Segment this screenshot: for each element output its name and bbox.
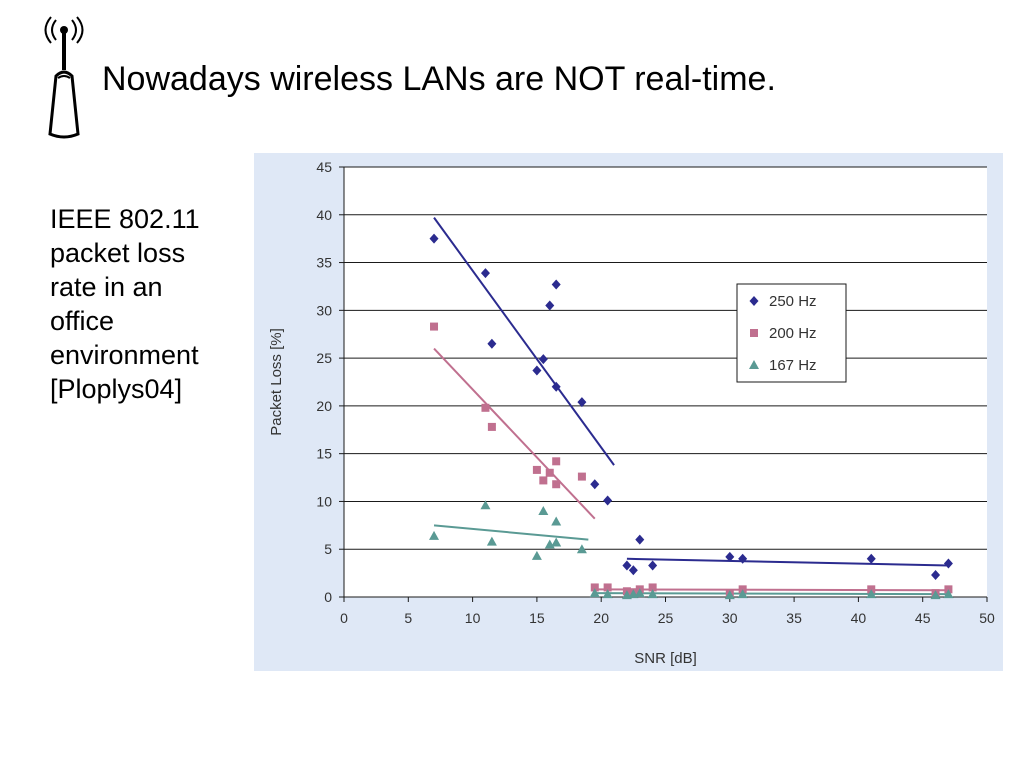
x-tick-label: 35: [786, 610, 802, 626]
x-tick-label: 20: [593, 610, 609, 626]
data-point: [480, 268, 490, 279]
data-point: [724, 590, 735, 600]
y-tick-label: 30: [316, 302, 332, 318]
data-point: [552, 457, 561, 466]
x-tick-label: 15: [529, 610, 545, 626]
data-point: [634, 588, 645, 598]
data-point: [931, 570, 941, 581]
data-point: [480, 500, 491, 510]
data-point: [602, 589, 613, 599]
chart-panel: 0 5 10 15 20 25 30 35 40 45 0 5 10 15 20 25 30 35 40 45 50 SN…: [254, 153, 1003, 671]
y-tick-label: 20: [316, 398, 332, 414]
trendline: [433, 524, 589, 541]
data-point: [551, 381, 561, 392]
data-point: [532, 465, 541, 474]
legend-marker: [750, 329, 758, 337]
data-point: [552, 480, 561, 489]
data-point: [866, 589, 877, 599]
data-point: [943, 558, 953, 569]
x-tick-label: 40: [851, 610, 867, 626]
data-point: [635, 534, 645, 545]
data-point: [487, 338, 497, 349]
data-point: [943, 589, 954, 599]
y-tick-label: 25: [316, 350, 332, 366]
data-point: [577, 472, 586, 481]
data-point: [589, 588, 600, 598]
x-tick-label: 30: [722, 610, 738, 626]
trendline: [433, 217, 615, 466]
packet-loss-chart: 0 5 10 15 20 25 30 35 40 45 0 5 10 15 20 25 30 35 40 45 50 SN…: [268, 159, 995, 667]
trendline: [626, 557, 949, 567]
x-tick-label: 45: [915, 610, 931, 626]
caption-line: rate in an: [50, 272, 163, 302]
data-point: [737, 589, 748, 599]
x-tick-label: 5: [404, 610, 412, 626]
y-tick-label: 35: [316, 255, 332, 271]
data-point: [532, 365, 542, 376]
data-point: [647, 589, 658, 599]
data-point: [590, 479, 600, 490]
data-point: [551, 279, 561, 290]
trendline: [594, 588, 949, 592]
data-point: [481, 403, 490, 412]
caption-line: environment: [50, 340, 199, 370]
data-point: [576, 544, 587, 554]
data-point: [628, 565, 638, 576]
data-point: [738, 553, 748, 564]
data-point: [538, 354, 548, 365]
data-point: [429, 530, 440, 540]
data-point: [648, 560, 658, 571]
caption-line: IEEE 802.11: [50, 204, 200, 234]
slide-title: Nowadays wireless LANs are NOT real-time…: [102, 60, 776, 98]
legend-marker: [749, 360, 759, 369]
data-point: [577, 397, 587, 408]
data-point: [430, 322, 439, 331]
x-axis-label: SNR [dB]: [634, 650, 697, 667]
data-point: [590, 583, 599, 592]
legend-marker: [749, 296, 759, 306]
data-point: [545, 300, 555, 311]
data-point: [551, 516, 562, 526]
data-point: [930, 590, 941, 600]
trendline: [433, 347, 596, 520]
y-tick-label: 5: [324, 541, 332, 557]
y-tick-label: 0: [324, 589, 332, 605]
data-point: [486, 536, 497, 546]
caption-line: office: [50, 306, 115, 336]
data-point: [487, 422, 496, 431]
x-tick-label: 50: [979, 610, 995, 626]
caption-line: [Ploplys04]: [50, 374, 183, 404]
data-point: [539, 476, 548, 485]
data-point: [603, 583, 612, 592]
data-point: [648, 583, 657, 592]
data-point: [538, 506, 549, 515]
y-tick-label: 15: [316, 446, 332, 462]
data-point: [622, 560, 632, 571]
x-tick-label: 0: [340, 610, 348, 626]
data-point: [725, 551, 735, 562]
data-point: [545, 468, 554, 477]
x-tick-label: 10: [465, 610, 481, 626]
trendline: [594, 592, 949, 596]
chart-caption: IEEE 802.11 packet loss rate in an offic…: [50, 202, 250, 406]
legend-label: 200 Hz: [769, 325, 817, 342]
data-point: [531, 550, 542, 560]
legend-label: 167 Hz: [769, 357, 817, 374]
y-tick-label: 10: [316, 493, 332, 509]
y-tick-label: 40: [316, 207, 332, 223]
plot-area: [344, 167, 987, 597]
data-point: [551, 537, 562, 547]
data-point: [866, 553, 876, 564]
y-axis-label: Packet Loss [%]: [268, 328, 285, 436]
legend-label: 250 Hz: [769, 293, 817, 310]
y-tick-label: 45: [316, 159, 332, 175]
wireless-access-point-icon: [44, 16, 84, 139]
data-point: [429, 233, 439, 244]
caption-line: packet loss: [50, 238, 186, 268]
data-point: [603, 495, 613, 506]
x-tick-label: 25: [658, 610, 674, 626]
